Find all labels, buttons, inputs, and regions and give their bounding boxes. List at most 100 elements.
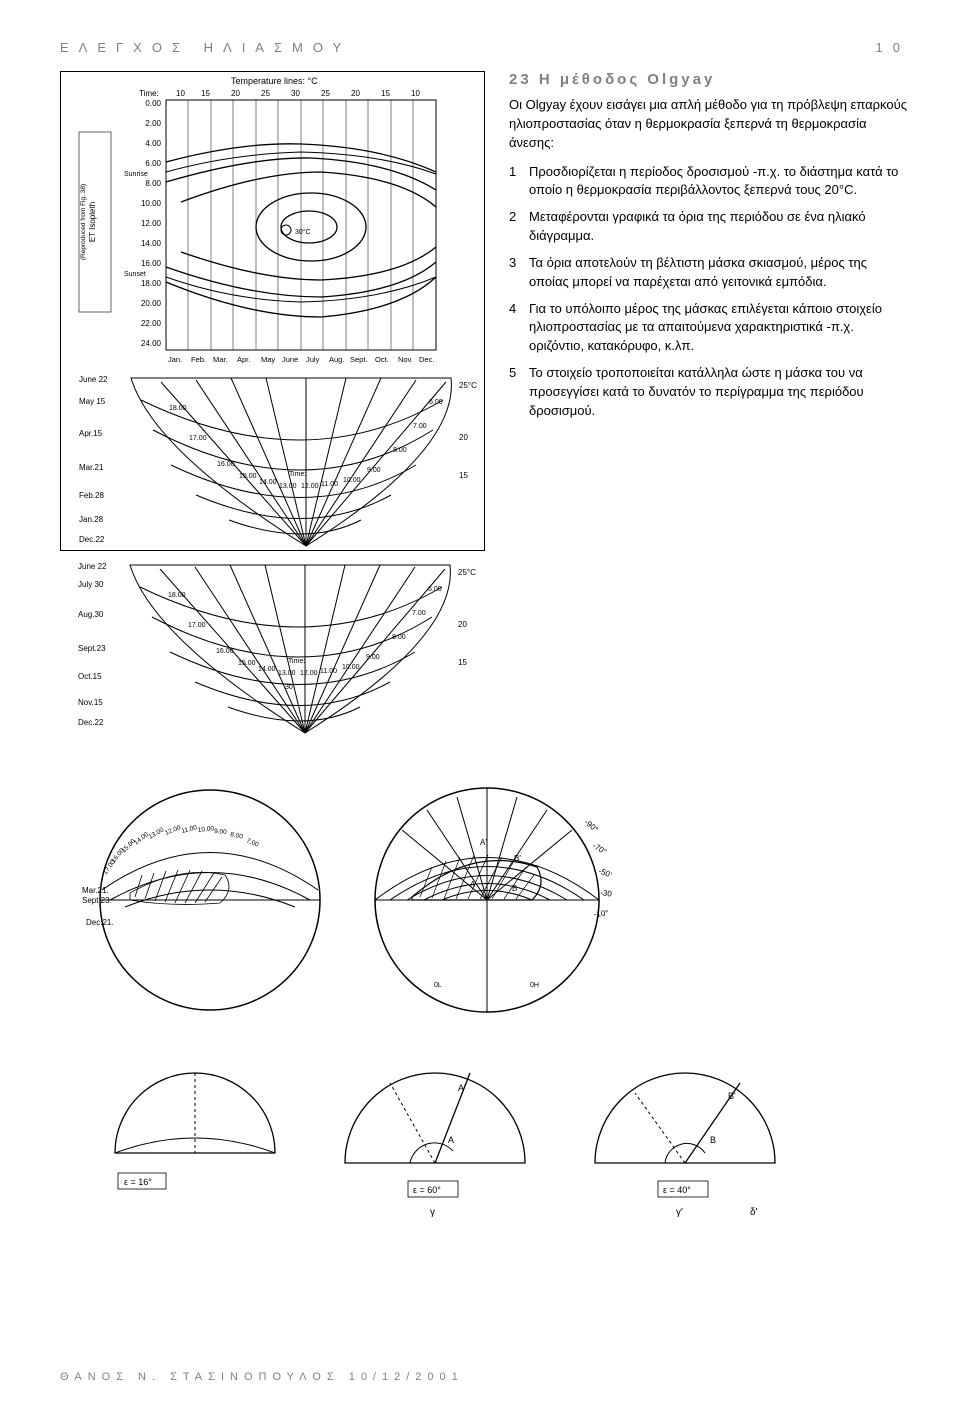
step-text: Για το υπόλοιπο μέρος της μάσκας επιλέγε… — [529, 300, 910, 357]
bottom-shapes-row: ε = 16° ε = 60° A' A γ ε = 40° B' B γ' δ… — [100, 1043, 910, 1233]
svg-text:25: 25 — [261, 89, 270, 98]
isopleth-chart: Temperature lines: °C Time: 101520 25302… — [79, 76, 436, 364]
svg-text:13.00: 13.00 — [148, 826, 166, 840]
svg-text:10.00: 10.00 — [342, 664, 360, 671]
svg-text:Dec.22: Dec.22 — [79, 535, 105, 544]
svg-text:14.00: 14.00 — [258, 666, 276, 673]
left-circle-diagram: 17.00 16.00 15.00 14.00 13.00 12.00 11.0… — [80, 775, 330, 1025]
svg-text:10.00: 10.00 — [343, 477, 361, 484]
svg-text:8.00: 8.00 — [392, 634, 406, 641]
svg-text:Aug.30: Aug.30 — [78, 610, 104, 619]
svg-text:0H: 0H — [530, 982, 539, 989]
svg-text:-10°: -10° — [593, 908, 609, 918]
chart-title: Temperature lines: °C — [231, 76, 318, 86]
svg-text:Feb.28: Feb.28 — [79, 491, 104, 500]
svg-text:25°C: 25°C — [458, 568, 476, 577]
svg-text:18.00: 18.00 — [141, 279, 162, 288]
upper-fan-diagram: June 22May 15 Apr.15Mar.21 Feb.28Jan.28 … — [79, 375, 477, 546]
svg-text:July: July — [306, 355, 320, 364]
svg-text:Oct.: Oct. — [375, 355, 389, 364]
svg-text:12.00: 12.00 — [141, 219, 162, 228]
svg-text:8.00: 8.00 — [145, 179, 161, 188]
svg-text:20: 20 — [459, 433, 468, 442]
svg-text:Mar.21: Mar.21 — [79, 463, 104, 472]
svg-text:0L: 0L — [434, 982, 442, 989]
svg-text:11.00: 11.00 — [181, 824, 198, 835]
area-30-label: 30 — [285, 684, 293, 691]
time-label: Time: — [139, 89, 159, 98]
svg-text:Nov.: Nov. — [398, 355, 413, 364]
svg-text:Sept.23: Sept.23 — [78, 644, 106, 653]
svg-text:30: 30 — [291, 89, 300, 98]
svg-text:Sunrise: Sunrise — [124, 171, 148, 178]
svg-text:18.00: 18.00 — [169, 405, 187, 412]
svg-text:10: 10 — [176, 89, 185, 98]
svg-text:γ: γ — [430, 1207, 435, 1218]
svg-text:Nov.15: Nov.15 — [78, 698, 103, 707]
svg-text:20: 20 — [351, 89, 360, 98]
step-num: 4 — [509, 300, 529, 357]
svg-text:11.00: 11.00 — [320, 668, 337, 675]
svg-text:Apr.: Apr. — [237, 355, 250, 364]
svg-text:6.00: 6.00 — [428, 586, 442, 593]
svg-text:7.00: 7.00 — [413, 423, 427, 430]
svg-text:6.00: 6.00 — [145, 159, 161, 168]
lower-fan-diagram: June 22July 30 Aug.30Sept.23 Oct.15Nov.1… — [60, 555, 485, 765]
text-column: 23 Η μέθοδος Olgyay Οι Olgyay έχουν εισά… — [509, 71, 910, 765]
svg-text:B: B — [710, 1135, 716, 1145]
semicircle-eps16: ε = 16° — [100, 1043, 290, 1213]
svg-text:Sept.: Sept. — [350, 355, 368, 364]
svg-text:June 22: June 22 — [79, 375, 108, 384]
svg-text:Jan.28: Jan.28 — [79, 515, 104, 524]
svg-text:-50°: -50° — [597, 866, 612, 880]
svg-text:15.00: 15.00 — [238, 660, 256, 667]
center-30c: 30°C — [295, 228, 311, 236]
svg-text:8.00: 8.00 — [230, 831, 244, 841]
step-text: Προσδιορίζεται η περίοδος δροσισμού -π.χ… — [529, 163, 910, 201]
svg-text:17.00: 17.00 — [188, 622, 206, 629]
svg-text:14.00: 14.00 — [141, 239, 162, 248]
svg-text:(Reproduced from Fig. 38): (Reproduced from Fig. 38) — [80, 184, 87, 260]
svg-text:May: May — [261, 355, 275, 364]
eps-label-2: ε = 60° — [413, 1185, 441, 1195]
svg-text:11.00: 11.00 — [321, 481, 338, 488]
step-num: 5 — [509, 364, 529, 421]
svg-text:15.00: 15.00 — [239, 473, 257, 480]
svg-text:13.00: 13.00 — [278, 670, 296, 677]
section-intro: Οι Olgyay έχουν εισάγει μια απλή μέθοδο … — [509, 96, 910, 153]
svg-text:10: 10 — [411, 89, 420, 98]
isopleth-and-fan-diagram: Temperature lines: °C Time: 101520 25302… — [60, 71, 485, 551]
svg-text:Mar.21.: Mar.21. — [82, 886, 109, 895]
main-content: Temperature lines: °C Time: 101520 25302… — [60, 71, 910, 765]
svg-text:20: 20 — [458, 620, 467, 629]
page-header: ΕΛΕΓΧΟΣ ΗΛΙΑΣΜΟΥ 10 — [60, 40, 910, 55]
step-num: 2 — [509, 208, 529, 246]
page-number: 10 — [876, 40, 910, 55]
svg-text:Dec.22: Dec.22 — [78, 718, 104, 727]
right-circle-diagram: -90° -70° -50° -30° -10° A'B' AB 0L0H — [362, 775, 612, 1025]
svg-text:20.00: 20.00 — [141, 299, 162, 308]
header-title: ΕΛΕΓΧΟΣ ΗΛΙΑΣΜΟΥ — [60, 40, 351, 55]
svg-text:16.00: 16.00 — [217, 461, 235, 468]
svg-text:δ': δ' — [750, 1207, 758, 1218]
svg-text:10.00: 10.00 — [197, 825, 214, 834]
svg-text:June 22: June 22 — [78, 562, 107, 571]
svg-text:A: A — [470, 880, 476, 889]
svg-text:12.00: 12.00 — [164, 824, 182, 837]
svg-text:B': B' — [728, 1091, 736, 1101]
step-num: 3 — [509, 254, 529, 292]
svg-text:A: A — [448, 1135, 454, 1145]
svg-text:γ': γ' — [676, 1207, 683, 1218]
svg-text:12.00: 12.00 — [301, 483, 319, 490]
svg-text:Time:: Time: — [288, 658, 305, 665]
svg-text:4.00: 4.00 — [145, 139, 161, 148]
svg-text:A': A' — [458, 1083, 466, 1093]
svg-text:12.00: 12.00 — [300, 670, 318, 677]
method-steps-list: 1Προσδιορίζεται η περίοδος δροσισμού -π.… — [509, 163, 910, 421]
svg-text:Feb.: Feb. — [191, 355, 206, 364]
svg-text:-90°: -90° — [583, 818, 600, 834]
semicircle-eps40: ε = 40° B' B γ' δ' — [580, 1043, 790, 1233]
svg-text:7.00: 7.00 — [412, 610, 426, 617]
svg-text:6.00: 6.00 — [429, 399, 443, 406]
svg-text:25°C: 25°C — [459, 381, 477, 390]
